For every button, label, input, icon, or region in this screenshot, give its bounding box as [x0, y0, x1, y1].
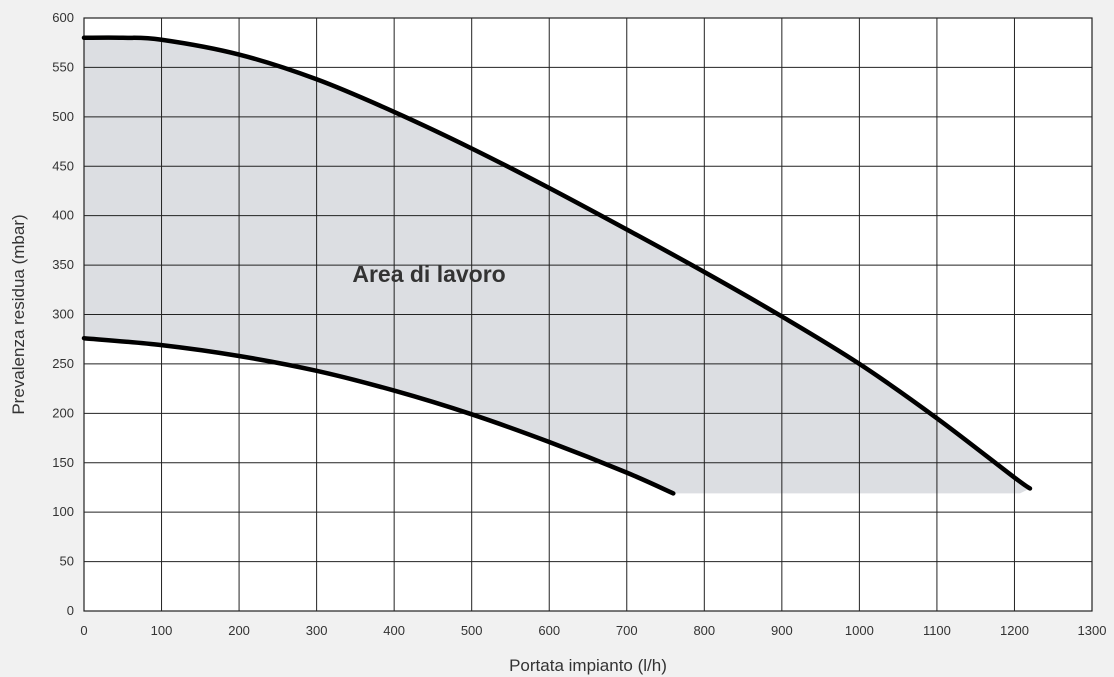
x-tick-label: 400	[383, 623, 405, 638]
x-tick-label: 800	[693, 623, 715, 638]
x-tick-label: 0	[80, 623, 87, 638]
plot-frame	[83, 17, 1093, 612]
y-tick-label: 150	[52, 455, 74, 470]
x-tick-label: 300	[306, 623, 328, 638]
y-tick-label: 250	[52, 356, 74, 371]
y-tick-label: 50	[60, 554, 74, 569]
x-tick-label: 600	[538, 623, 560, 638]
y-tick-label: 100	[52, 504, 74, 519]
x-tick-label: 1200	[1000, 623, 1029, 638]
x-tick-labels: 0 100 200 300 400 500 600 700 800 900 1000 1100 1200…	[80, 623, 1106, 638]
y-tick-label: 450	[52, 158, 74, 173]
x-tick-label: 900	[771, 623, 793, 638]
curves	[81, 35, 1033, 496]
x-tick-label: 1300	[1078, 623, 1107, 638]
y-tick-label: 350	[52, 257, 74, 272]
lower-curve	[81, 335, 676, 496]
upper-curve	[81, 35, 1033, 491]
y-tick-label: 300	[52, 307, 74, 322]
y-axis-title: Prevalenza residua (mbar)	[9, 214, 28, 414]
x-tick-label: 700	[616, 623, 638, 638]
x-tick-label: 1000	[845, 623, 874, 638]
y-tick-labels: 0 50 100 150 200 250 300 350 400 450 500 550 600	[52, 10, 74, 618]
x-tick-label: 1100	[923, 623, 951, 638]
y-tick-label: 400	[52, 208, 74, 223]
x-tick-label: 100	[151, 623, 173, 638]
y-tick-label: 500	[52, 109, 74, 124]
x-axis-title: Portata impianto (l/h)	[509, 656, 667, 675]
y-tick-label: 0	[67, 603, 74, 618]
y-tick-label: 600	[52, 10, 74, 25]
x-tick-label: 200	[228, 623, 250, 638]
y-tick-label: 550	[52, 59, 74, 74]
working-area-label: Area di lavoro	[352, 261, 505, 287]
x-tick-label: 500	[461, 623, 483, 638]
y-tick-label: 200	[52, 405, 74, 420]
